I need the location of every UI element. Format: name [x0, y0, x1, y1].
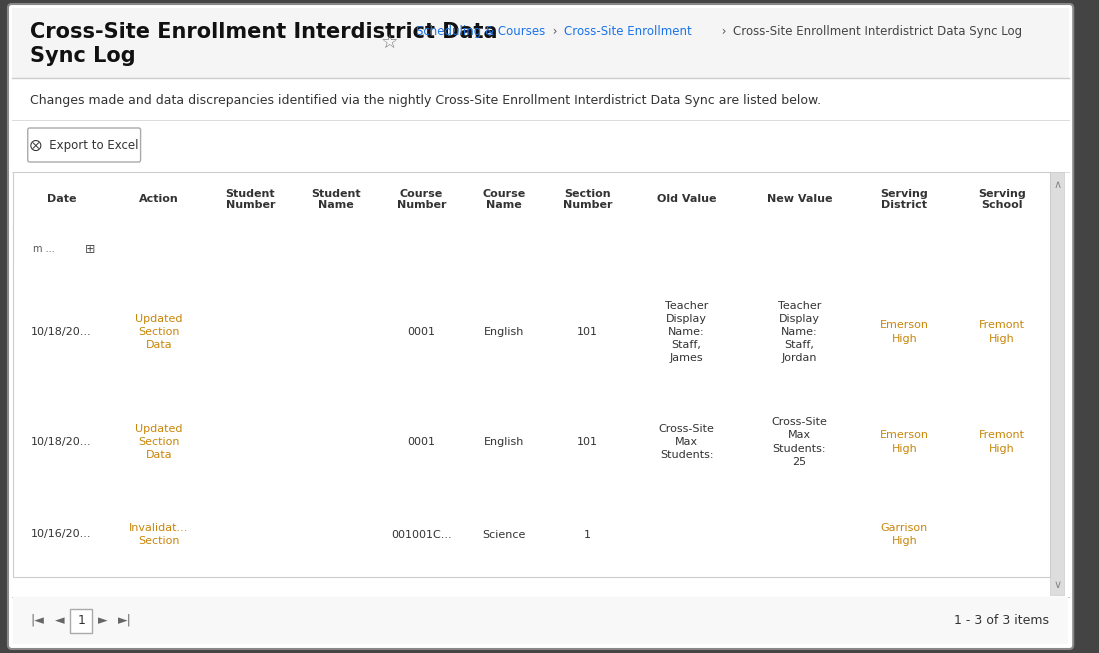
- Text: ⨂  Export to Excel: ⨂ Export to Excel: [30, 138, 138, 151]
- Text: Cross-Site Enrollment Interdistrict Data Sync Log: Cross-Site Enrollment Interdistrict Data…: [733, 25, 1022, 38]
- Bar: [13, 392, 1051, 492]
- Text: 0001: 0001: [408, 437, 435, 447]
- FancyBboxPatch shape: [295, 232, 377, 267]
- Text: Changes made and data discrepancies identified via the nightly Cross-Site Enroll: Changes made and data discrepancies iden…: [30, 94, 821, 107]
- Bar: [13, 227, 1051, 272]
- Text: 1 - 3 of 3 items: 1 - 3 of 3 items: [955, 614, 1050, 627]
- Text: Cross-Site Enrollment: Cross-Site Enrollment: [565, 25, 692, 38]
- Text: English: English: [485, 437, 524, 447]
- Text: ☆: ☆: [381, 34, 399, 53]
- Bar: [13, 172, 1051, 227]
- FancyBboxPatch shape: [745, 232, 854, 267]
- Text: ∨: ∨: [1053, 580, 1062, 590]
- Text: Teacher
Display
Name:
Staff,
Jordan: Teacher Display Name: Staff, Jordan: [778, 300, 821, 364]
- Bar: [1051, 172, 1064, 595]
- Bar: [13, 597, 1068, 644]
- Text: Updated
Section
Data: Updated Section Data: [135, 424, 182, 460]
- Text: Updated
Section
Data: Updated Section Data: [135, 314, 182, 350]
- Text: Section
Number: Section Number: [563, 189, 612, 210]
- Text: Action: Action: [138, 195, 179, 204]
- Text: Course
Number: Course Number: [397, 189, 446, 210]
- Text: ►: ►: [98, 614, 108, 627]
- Text: Sync Log: Sync Log: [30, 46, 135, 66]
- FancyBboxPatch shape: [210, 232, 291, 267]
- Bar: [13, 492, 1051, 577]
- Text: Emerson
High: Emerson High: [880, 321, 929, 343]
- Text: Scheduling & Courses: Scheduling & Courses: [415, 25, 545, 38]
- Bar: [13, 272, 1051, 392]
- Text: ►|: ►|: [118, 614, 132, 627]
- Text: Student
Number: Student Number: [225, 189, 275, 210]
- Text: 10/18/20...: 10/18/20...: [31, 437, 92, 447]
- Text: 1: 1: [77, 614, 85, 627]
- Text: 0001: 0001: [408, 327, 435, 337]
- Text: Garrison
High: Garrison High: [880, 523, 928, 546]
- Text: 001001C...: 001001C...: [391, 530, 452, 539]
- Text: 10/18/20...: 10/18/20...: [31, 327, 92, 337]
- FancyBboxPatch shape: [466, 232, 543, 267]
- Text: 101: 101: [577, 327, 598, 337]
- Text: Fremont
High: Fremont High: [979, 430, 1024, 454]
- Text: Old Value: Old Value: [657, 195, 717, 204]
- Text: New Value: New Value: [767, 195, 832, 204]
- Text: m ...: m ...: [33, 244, 55, 255]
- Bar: [13, 172, 1051, 577]
- Text: ◄: ◄: [55, 614, 64, 627]
- Text: 10/16/20...: 10/16/20...: [31, 530, 92, 539]
- Bar: [12, 8, 1069, 78]
- FancyBboxPatch shape: [15, 232, 73, 267]
- Text: Serving
School: Serving School: [978, 189, 1025, 210]
- Text: Emerson
High: Emerson High: [880, 430, 929, 454]
- Text: 101: 101: [577, 437, 598, 447]
- Text: Cross-Site Enrollment Interdistrict Data: Cross-Site Enrollment Interdistrict Data: [30, 22, 497, 42]
- Text: Science: Science: [482, 530, 526, 539]
- Text: Cross-Site
Max
Students:
25: Cross-Site Max Students: 25: [771, 417, 828, 467]
- Text: |◄: |◄: [31, 614, 45, 627]
- Text: Course
Name: Course Name: [482, 189, 526, 210]
- FancyBboxPatch shape: [632, 232, 741, 267]
- Text: ›: ›: [550, 25, 562, 38]
- Bar: [13, 120, 1068, 172]
- FancyBboxPatch shape: [380, 232, 462, 267]
- FancyBboxPatch shape: [857, 232, 951, 267]
- FancyBboxPatch shape: [955, 232, 1048, 267]
- Text: ⊞: ⊞: [85, 243, 96, 256]
- Bar: [70, 609, 92, 633]
- Text: Cross-Site
Max
Students:: Cross-Site Max Students:: [658, 424, 714, 460]
- Text: Fremont
High: Fremont High: [979, 321, 1024, 343]
- FancyBboxPatch shape: [112, 232, 206, 267]
- Text: Date: Date: [47, 195, 76, 204]
- Text: ∧: ∧: [1053, 180, 1062, 190]
- FancyBboxPatch shape: [8, 4, 1074, 649]
- FancyBboxPatch shape: [27, 128, 141, 162]
- Text: 1: 1: [584, 530, 591, 539]
- FancyBboxPatch shape: [546, 232, 629, 267]
- FancyBboxPatch shape: [71, 232, 108, 267]
- Text: Teacher
Display
Name:
Staff,
James: Teacher Display Name: Staff, James: [665, 300, 708, 364]
- Text: Invalidat...
Section: Invalidat... Section: [130, 523, 189, 546]
- Bar: [12, 8, 1069, 78]
- Text: Student
Name: Student Name: [311, 189, 360, 210]
- Text: English: English: [485, 327, 524, 337]
- Text: ›: ›: [718, 25, 730, 38]
- Bar: [13, 577, 1051, 595]
- Text: Serving
District: Serving District: [880, 189, 929, 210]
